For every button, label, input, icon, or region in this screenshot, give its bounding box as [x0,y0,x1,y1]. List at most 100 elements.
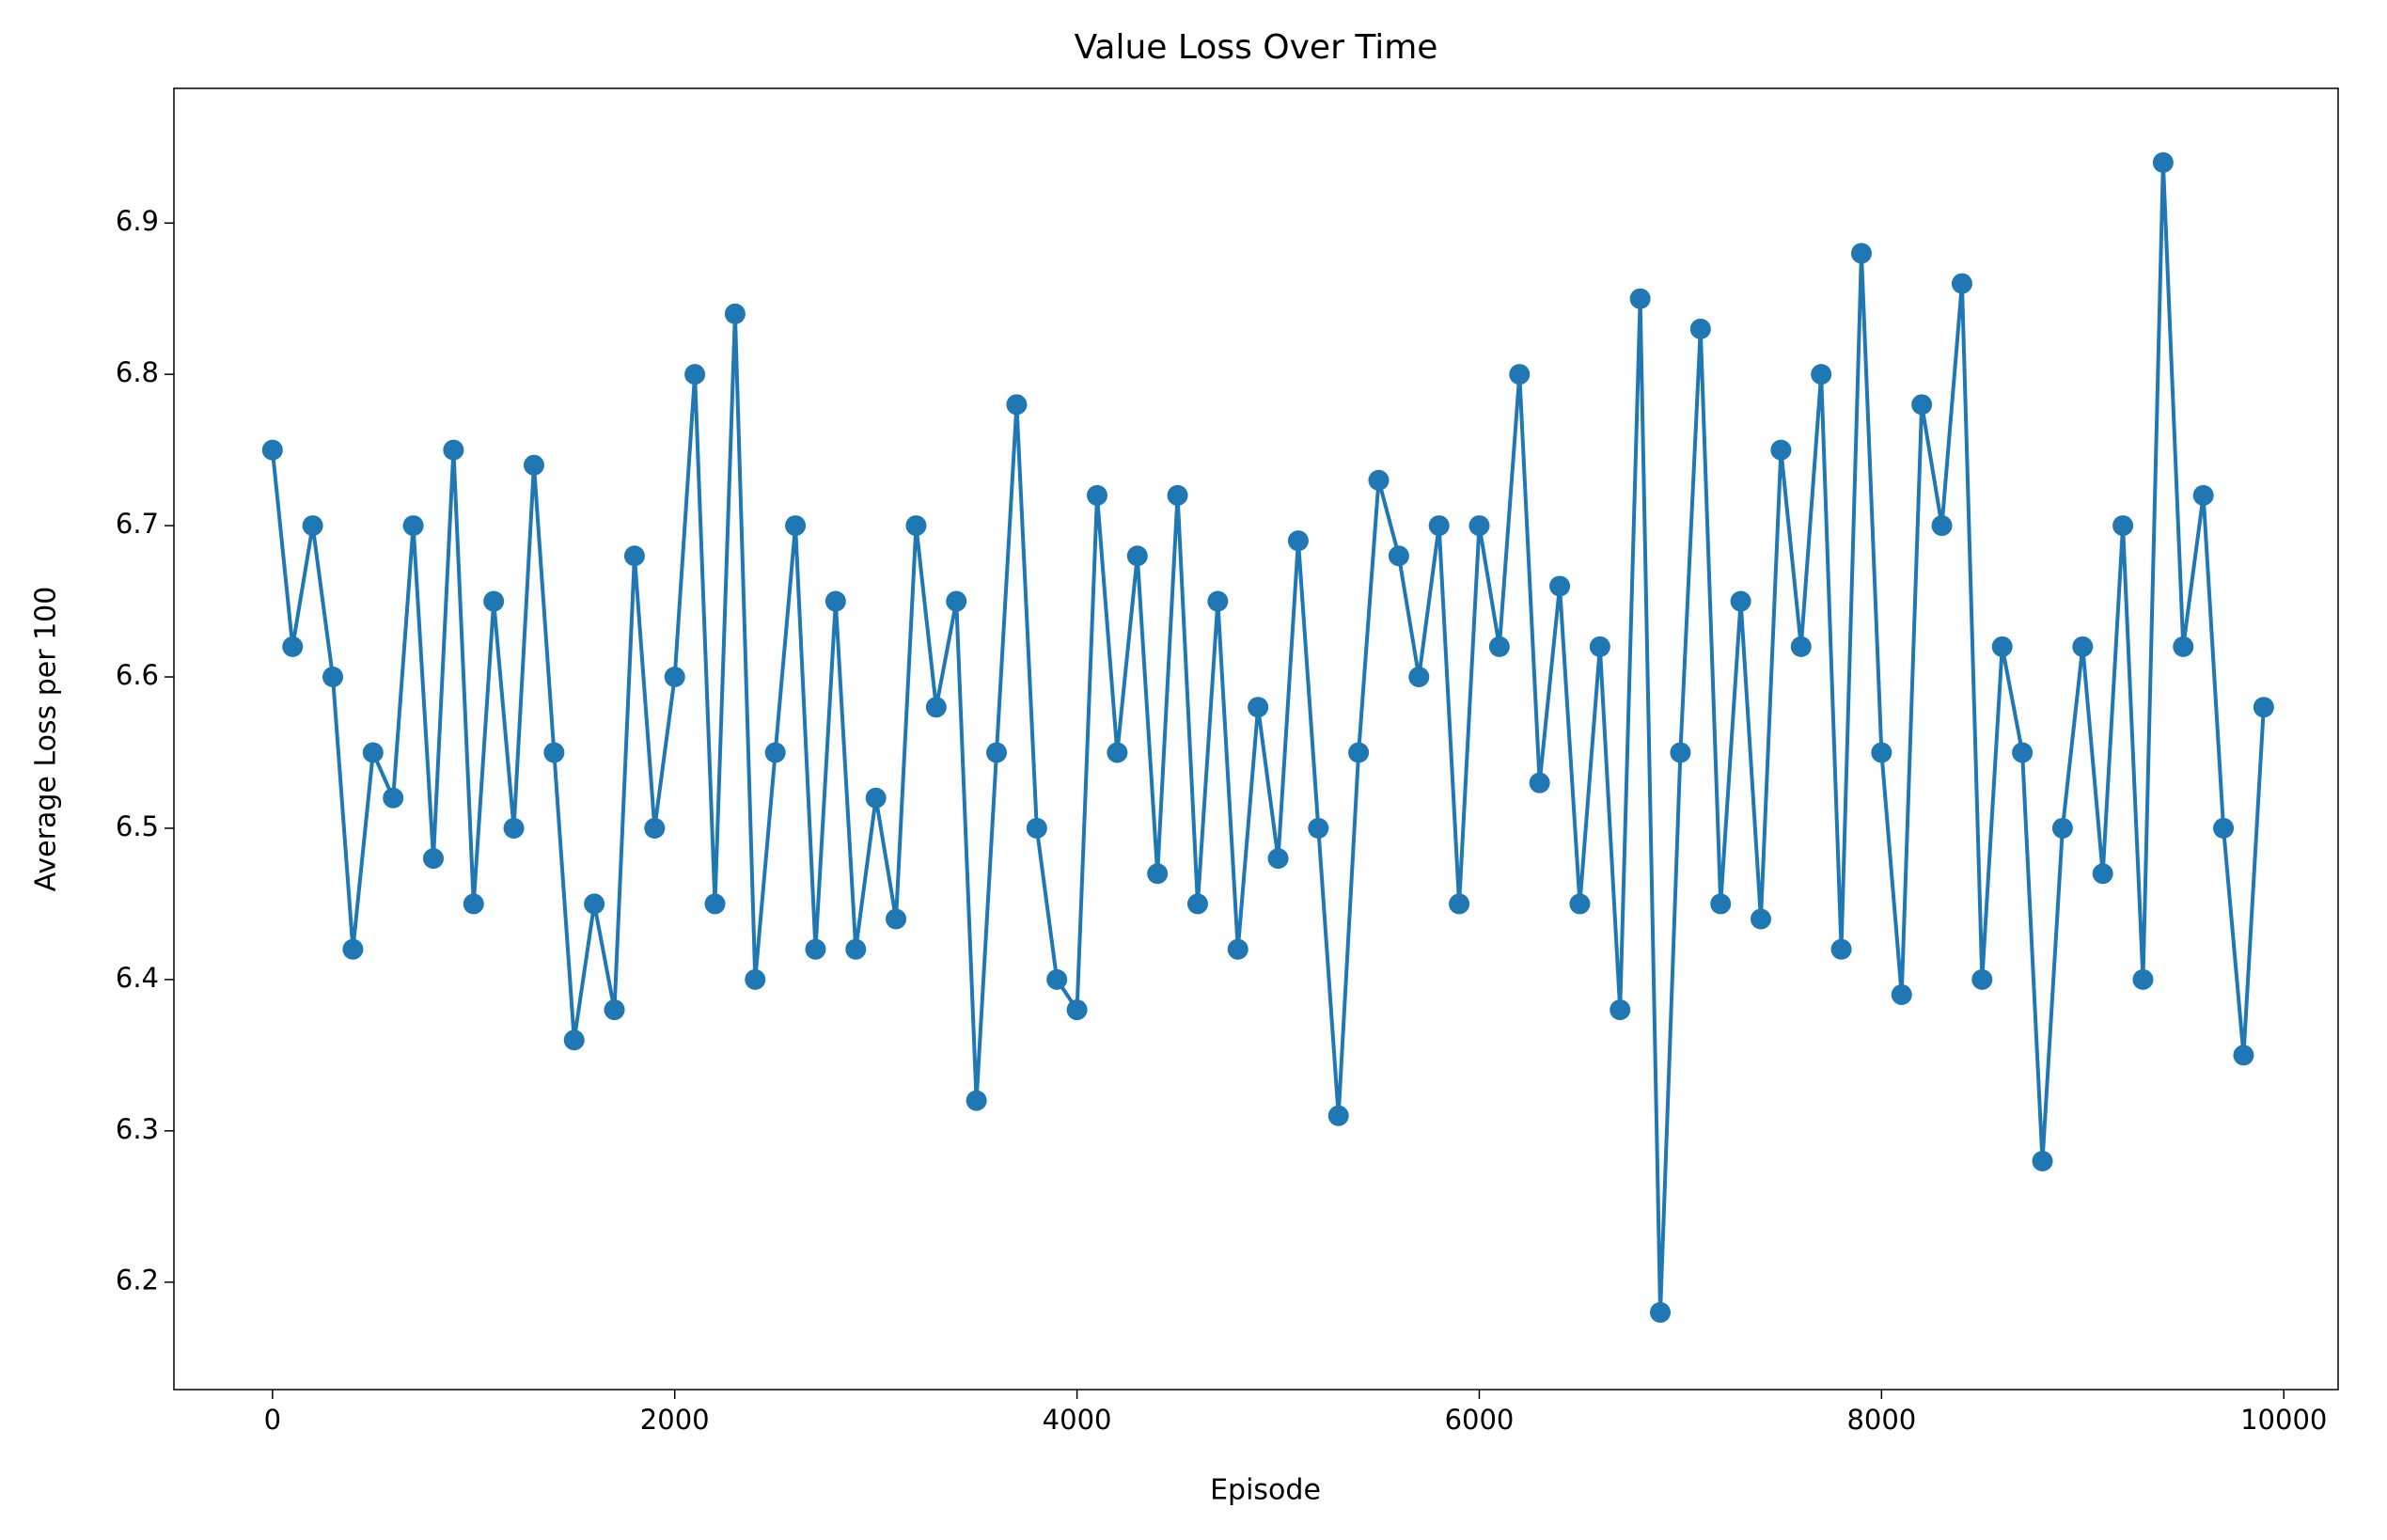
data-point [1650,1301,1672,1323]
data-point [1549,575,1571,597]
data-point [1750,908,1771,930]
chart-title: Value Loss Over Time [1075,28,1438,67]
data-point [1509,364,1531,385]
data-point [1167,484,1188,506]
data-point [1610,999,1631,1021]
data-point [1186,893,1208,915]
data-point [925,697,947,718]
data-point [503,817,525,839]
data-point [1388,545,1409,567]
y-tick-label: 6.9 [116,205,159,237]
data-point [1730,590,1751,612]
y-tick-label: 6.4 [116,962,159,994]
data-point [1529,772,1550,794]
data-line [270,160,2266,1314]
y-tick-label: 6.8 [116,356,159,388]
data-point [1569,893,1591,915]
data-point [543,742,565,763]
data-point [1248,697,1269,718]
data-point [1488,636,1510,657]
data-point [2092,863,2113,885]
data-point [845,938,867,960]
data-point [261,439,283,461]
data-point [342,938,364,960]
y-tick-label: 6.3 [116,1113,159,1145]
data-point [1267,848,1289,870]
data-point [483,590,505,612]
data-point [1790,636,1812,657]
data-point [523,454,544,476]
data-point [1086,484,1107,506]
data-point [745,968,766,990]
data-point [724,303,746,324]
data-point [1428,515,1450,537]
y-tick-label: 6.6 [116,659,159,691]
y-tick-label: 6.2 [116,1265,159,1296]
data-point [2112,515,2134,537]
data-point [684,364,706,385]
data-point [966,1090,987,1111]
data-point [1227,938,1248,960]
data-point [1710,893,1732,915]
data-point [824,590,846,612]
data-point [1931,515,1953,537]
data-point [1308,817,1329,839]
data-point [1207,590,1229,612]
data-point [2051,817,2073,839]
data-point [463,893,484,915]
data-point [1850,243,1872,264]
data-point [1066,999,1088,1021]
data-point [1449,893,1470,915]
data-point [785,515,807,537]
data-point [1368,469,1390,491]
data-point [805,938,826,960]
x-tick-label: 6000 [1445,1404,1515,1436]
data-point [986,742,1008,763]
data-point [1287,530,1309,552]
data-point [865,787,887,809]
data-point [905,515,927,537]
data-point [1830,938,1852,960]
data-point [1689,318,1711,339]
data-point [362,742,384,763]
data-point [1991,636,2013,657]
data-point [1971,968,1993,990]
data-point [282,636,304,657]
data-point [2173,636,2194,657]
data-point [584,893,605,915]
data-point [1629,288,1651,309]
data-point [302,515,323,537]
data-point [2152,151,2174,173]
x-tick-label: 4000 [1043,1404,1112,1436]
data-point [664,667,685,688]
y-tick-label: 6.5 [116,810,159,842]
data-point [1670,742,1691,763]
data-point [1348,742,1370,763]
x-tick-label: 0 [264,1404,281,1436]
data-point [1408,667,1430,688]
data-point [1107,742,1128,763]
x-axis-label: Episode [1210,1474,1321,1507]
data-point [402,515,424,537]
data-point [2072,636,2094,657]
data-point [1811,364,1832,385]
data-point [2132,968,2154,990]
plot-frame [173,87,2339,1391]
data-point [1126,545,1148,567]
y-axis-label: Average Loss per 100 [30,587,63,892]
data-point [322,667,344,688]
data-point [2012,742,2034,763]
data-point [383,787,404,809]
data-point [1911,394,1933,416]
x-tick-label: 2000 [640,1404,710,1436]
data-point [1327,1105,1349,1126]
data-point [2233,1045,2254,1066]
x-tick-label: 10000 [2240,1404,2327,1436]
data-point [644,817,666,839]
data-point [2253,697,2274,718]
data-point [1589,636,1610,657]
data-point [1951,273,1972,294]
data-point [1871,742,1892,763]
data-point [623,545,645,567]
